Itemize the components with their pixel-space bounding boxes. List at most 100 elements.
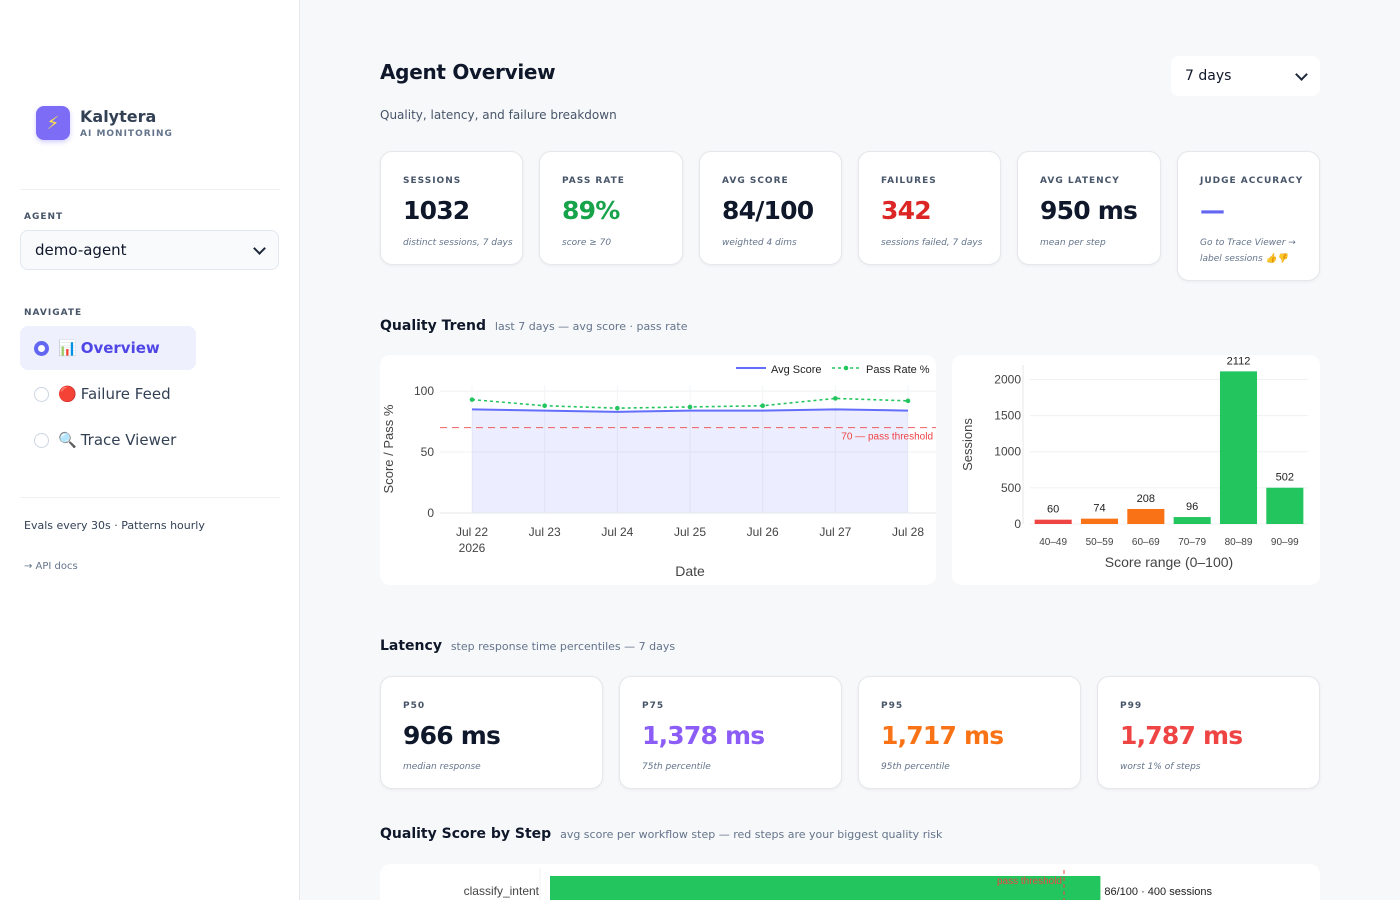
latency-card-p50: P50 966 ms median response (380, 676, 603, 789)
y-tick-label: 2000 (994, 372, 1021, 386)
x-tick-label: Jul 22 (456, 525, 488, 539)
eval-schedule-note: Evals every 30s · Patterns hourly (24, 519, 205, 532)
y-tick-label: 500 (1001, 481, 1021, 495)
latency-subtext: median response (403, 762, 481, 772)
x-tick-label: 50–59 (1086, 537, 1114, 548)
nav-item-overview[interactable]: 📊 Overview (20, 326, 196, 370)
kpi-label: FAILURES (881, 176, 937, 186)
score-distribution-chart-panel: 0 500 1000 1500 2000 60 40–49 74 50–59 208 60–69 96… (952, 355, 1320, 585)
agent-select[interactable]: demo-agent (20, 230, 279, 270)
latency-subtitle: step response time percentiles — 7 days (450, 640, 676, 653)
x-tick-label: Jul 28 (892, 525, 924, 539)
kpi-card-avg-latency: AVG LATENCY 950 ms mean per step (1017, 151, 1161, 265)
latency-card-p75: P75 1,378 ms 75th percentile (619, 676, 842, 789)
api-docs-link[interactable]: → API docs (24, 561, 78, 572)
nav-item-label: Failure Feed (80, 385, 171, 403)
y-tick-label: 1500 (994, 409, 1021, 423)
kpi-value: — (1200, 196, 1225, 225)
histogram-bar (1034, 519, 1072, 524)
bar-value-label: 74 (1093, 503, 1105, 515)
kpi-label: AVG LATENCY (1040, 176, 1120, 186)
bar-value-label: 96 (1186, 501, 1198, 513)
y-axis-title: Sessions (960, 418, 975, 471)
kpi-card-sessions: SESSIONS 1032 distinct sessions, 7 days (380, 151, 523, 265)
y-axis-title: Score / Pass % (381, 404, 396, 493)
step-quality-chart-panel: classify_intent 86/100 · 400 sessions pass… (380, 864, 1320, 900)
latency-label: P99 (1120, 701, 1143, 711)
nav-item-failure-feed[interactable]: 🔴 Failure Feed (20, 372, 196, 416)
step-quality-subtitle: avg score per workflow step — red steps … (560, 828, 943, 841)
divider (20, 497, 280, 498)
nav-item-trace-viewer[interactable]: 🔍 Trace Viewer (20, 418, 196, 462)
x-tick-label: Jul 26 (747, 525, 779, 539)
kpi-card-avg-score: AVG SCORE 84/100 weighted 4 dims (699, 151, 842, 265)
time-range-value: 7 days (1185, 68, 1232, 84)
step-quality-title: Quality Score by Step (380, 826, 552, 842)
kpi-subtext: Go to Trace Viewer → label sessions 👍👎 (1200, 238, 1296, 264)
chevron-down-icon (253, 241, 266, 255)
brand-subtitle: AI MONITORING (80, 128, 173, 139)
latency-label: P95 (881, 701, 904, 711)
x-tick-year-label: 2026 (459, 541, 486, 555)
lightning-icon: ⚡ (36, 106, 70, 140)
latency-title: Latency (380, 638, 442, 654)
quality-trend-chart: 0 50 100 Jul 22 Jul 23 Jul 24 Jul 25 Jul 26 Jul … (381, 364, 936, 579)
latency-subtext: 75th percentile (642, 762, 711, 772)
pass-threshold-label: 70 — pass threshold (841, 432, 933, 443)
step-quality-chart: classify_intent 86/100 · 400 sessions pass… (464, 868, 1213, 900)
latency-value: 966 ms (403, 721, 501, 750)
kpi-card-judge-accuracy: JUDGE ACCURACY — Go to Trace Viewer → la… (1177, 151, 1320, 281)
histogram-bar (1173, 517, 1211, 524)
x-tick-label: 80–89 (1225, 537, 1253, 548)
quality-trend-chart-panel: 0 50 100 Jul 22 Jul 23 Jul 24 Jul 25 Jul 26 Jul … (380, 355, 936, 585)
radio-icon (34, 386, 49, 402)
time-range-select[interactable]: 7 days (1171, 56, 1320, 96)
red-circle-icon: 🔴 (58, 385, 77, 403)
pass-threshold-label: pass threshold (997, 876, 1062, 887)
step-value-label: 86/100 · 400 sessions (1104, 886, 1212, 898)
avg-score-line (471, 408, 909, 413)
x-tick-label: Jul 23 (529, 525, 561, 539)
legend-marker-pass-rate (843, 365, 849, 371)
kpi-subtext: mean per step (1040, 238, 1106, 248)
sidebar: ⚡ Kalytera AI MONITORING AGENT demo-agen… (0, 0, 300, 900)
kpi-value: 950 ms (1040, 196, 1138, 225)
y-tick-label: 100 (414, 384, 434, 398)
kpi-subtext: distinct sessions, 7 days (403, 238, 513, 248)
legend-label-avg-score: Avg Score (771, 364, 822, 376)
histogram-bar (1080, 518, 1119, 524)
kpi-card-pass-rate: PASS RATE 89% score ≥ 70 (539, 151, 683, 265)
page-subtitle: Quality, latency, and failure breakdown (380, 108, 617, 122)
latency-card-p99: P99 1,787 ms worst 1% of steps (1097, 676, 1320, 789)
navigate-label: NAVIGATE (24, 308, 83, 318)
x-tick-label: Jul 24 (601, 525, 633, 539)
y-tick-label: 0 (427, 506, 434, 520)
magnifier-icon: 🔍 (58, 431, 77, 449)
radio-icon (34, 432, 49, 448)
pass-rate-point (469, 397, 475, 402)
quality-trend-subtitle: last 7 days — avg score · pass rate (494, 320, 688, 333)
step-label: classify_intent (464, 884, 540, 898)
kpi-label: SESSIONS (403, 176, 462, 186)
latency-value: 1,787 ms (1120, 721, 1243, 750)
histogram-bar (1266, 487, 1304, 524)
chevron-down-icon (1295, 67, 1308, 81)
histogram-bar (1219, 371, 1258, 524)
step-score-bar (550, 876, 1101, 900)
legend-label-pass-rate: Pass Rate % (866, 364, 930, 376)
latency-subtext: 95th percentile (881, 762, 950, 772)
divider (20, 189, 280, 190)
agent-label: AGENT (24, 212, 64, 222)
latency-label: P75 (642, 701, 665, 711)
histogram-bar (1127, 508, 1165, 524)
pass-rate-point (760, 403, 765, 409)
page-title: Agent Overview (380, 60, 556, 84)
x-axis-title: Score range (0–100) (1105, 554, 1233, 570)
kpi-value: 84/100 (722, 196, 814, 225)
pass-rate-point (542, 403, 547, 409)
x-tick-label: 70–79 (1178, 537, 1206, 548)
latency-label: P50 (403, 701, 426, 711)
x-tick-label: 90–99 (1271, 537, 1299, 548)
kpi-value: 342 (881, 196, 932, 225)
x-tick-label: Jul 27 (819, 525, 851, 539)
